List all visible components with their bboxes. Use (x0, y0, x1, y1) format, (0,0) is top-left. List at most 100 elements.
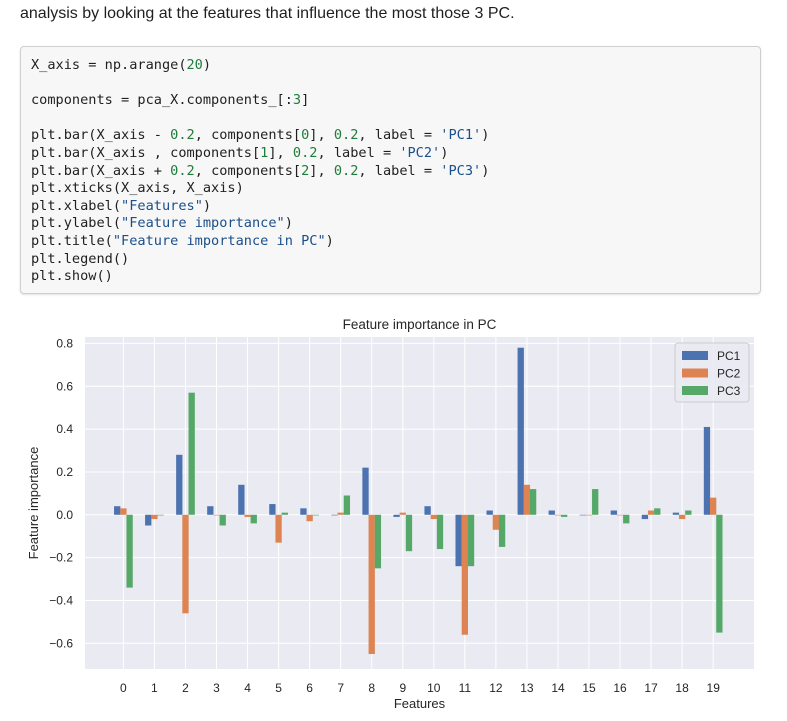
code-token: ] (301, 92, 310, 109)
bar-pc1 (393, 514, 400, 517)
bar-pc2 (678, 514, 686, 520)
code-token: plt.bar(X_axis , components[ (31, 144, 261, 161)
x-axis-label: Features (394, 696, 446, 711)
bar-pc1 (579, 514, 586, 516)
x-tick-label: 13 (520, 681, 534, 695)
bar-pc3 (436, 514, 444, 550)
x-tick-label: 10 (427, 681, 441, 695)
code-token: ) (202, 57, 212, 73)
intro-text: analysis by looking at the features that… (20, 5, 515, 22)
x-tick-label: 5 (275, 681, 282, 695)
bar-pc3 (188, 392, 195, 515)
bar-pc2 (492, 514, 500, 530)
bar-pc1 (207, 506, 214, 515)
bar-pc2 (151, 514, 158, 520)
bar-pc3 (467, 514, 475, 567)
bar-pc2 (616, 514, 624, 516)
code-token: 0.2 (292, 144, 318, 161)
x-tick-label: 8 (368, 681, 375, 695)
legend-swatch-pc3 (682, 386, 708, 395)
code-line: plt.bar(X_axis - 0.2, components[0], 0.2… (31, 127, 489, 145)
bar-pc1 (672, 512, 680, 515)
code-line: plt.xlabel("Features") (31, 198, 489, 216)
y-tick-label: 0.6 (56, 379, 73, 393)
bar-pc2 (647, 510, 655, 515)
bar-pc1 (300, 508, 307, 515)
y-tick-label: −0.6 (49, 636, 73, 650)
bar-pc1 (114, 506, 121, 515)
bar-pc1 (703, 426, 711, 515)
code-token: ) (202, 197, 212, 214)
x-tick-label: 1 (151, 681, 158, 695)
y-tick-label: 0.4 (56, 422, 73, 436)
code-line: plt.legend() (31, 251, 489, 269)
bar-pc2 (523, 484, 531, 515)
bar-pc3 (281, 512, 288, 515)
code-line: plt.show() (31, 268, 489, 286)
x-tick-label: 18 (675, 681, 689, 695)
code-token: 1 (260, 144, 269, 161)
code-token: ) (481, 162, 490, 179)
bar-pc3 (157, 514, 164, 516)
code-token: , label = (358, 162, 441, 179)
bar-pc2 (710, 497, 717, 515)
code-token: , components[ (194, 162, 302, 179)
bar-pc1 (486, 510, 493, 515)
code-token: plt.ylabel( (31, 215, 122, 232)
code-line: plt.bar(X_axis , components[1], 0.2, lab… (31, 145, 489, 163)
bar-pc1 (424, 506, 431, 515)
code-token: components = pca_X.components_[: (31, 92, 293, 109)
bar-pc2 (368, 514, 375, 655)
y-tick-label: 0.2 (56, 465, 73, 479)
x-tick-label: 6 (306, 681, 313, 695)
code-token: , label = (358, 127, 441, 144)
code-token: 20 (186, 57, 203, 73)
code-cell[interactable]: X_axis = np.arange(20) components = pca_X… (20, 46, 761, 294)
code-token: plt.bar(X_axis - (31, 127, 171, 144)
bar-pc3 (529, 489, 537, 515)
legend-label: PC2 (717, 367, 741, 381)
code-token: 0.2 (170, 127, 195, 144)
code-line: components = pca_X.components_[:3] (31, 92, 489, 110)
bar-pc1 (145, 514, 152, 526)
bar-pc3 (126, 514, 133, 588)
code-token: plt.xlabel( (31, 197, 122, 214)
y-tick-label: 0.8 (56, 336, 73, 350)
bar-pc1 (548, 510, 555, 515)
x-tick-label: 3 (213, 681, 220, 695)
legend-swatch-pc2 (682, 368, 708, 378)
code-token: ) (440, 144, 449, 161)
bar-pc1 (455, 514, 462, 567)
bar-pc1 (362, 467, 369, 515)
code-line: plt.xticks(X_axis, X_axis) (31, 180, 489, 198)
bar-pc1 (610, 510, 617, 515)
code-token: 'PC2' (399, 144, 441, 161)
x-tick-label: 4 (244, 681, 251, 695)
code-token: X_axis = np.arange( (31, 57, 187, 73)
bar-pc3 (219, 514, 226, 526)
bar-pc3 (343, 495, 351, 515)
bar-pc3 (716, 514, 723, 633)
code-line: plt.title("Feature importance in PC") (31, 233, 489, 251)
code-token: 0.2 (170, 162, 195, 179)
bar-pc2 (430, 514, 437, 520)
bar-pc3 (685, 510, 692, 515)
bar-pc3 (623, 514, 630, 524)
code-block[interactable]: X_axis = np.arange(20) components = pca_X… (31, 57, 489, 286)
bar-pc1 (641, 514, 649, 520)
chart-title: Feature importance in PC (343, 317, 497, 332)
y-tick-label: 0.0 (56, 508, 73, 522)
plot-area (85, 337, 754, 669)
code-token: plt.title( (31, 232, 113, 249)
code-token: plt.xticks(X_axis, X_axis) (31, 180, 244, 197)
x-tick-label: 14 (551, 681, 565, 695)
code-token: ) (284, 215, 293, 232)
code-token: ], (309, 127, 334, 144)
code-token: 'PC1' (440, 127, 482, 144)
chart: −0.6−0.4−0.20.00.20.40.60.80 1 2 3 4 5 6 7 8 9 10 1… (26, 317, 754, 711)
code-token: "Features" (121, 197, 203, 214)
x-tick-label: 11 (459, 681, 472, 695)
bar-pc3 (405, 514, 413, 552)
code-line (31, 75, 489, 93)
code-token: 2 (301, 162, 310, 179)
